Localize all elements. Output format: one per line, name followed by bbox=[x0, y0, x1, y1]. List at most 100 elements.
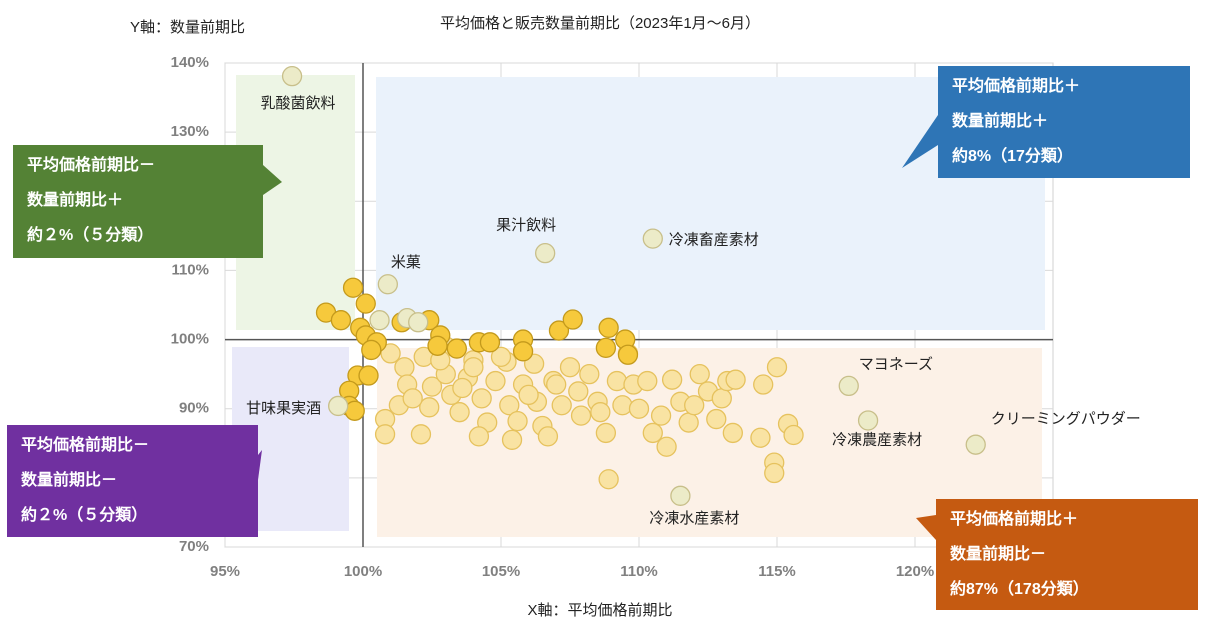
point bbox=[449, 402, 470, 423]
point-label: 冷凍水産素材 bbox=[649, 510, 739, 527]
point bbox=[499, 395, 520, 416]
point bbox=[377, 274, 398, 295]
point bbox=[678, 412, 699, 433]
point bbox=[355, 293, 376, 314]
callout-text: 数量前期比＋ bbox=[952, 111, 1048, 130]
point bbox=[501, 429, 523, 450]
point bbox=[606, 370, 628, 392]
point bbox=[628, 398, 650, 419]
point bbox=[507, 411, 528, 432]
callout-pointer bbox=[902, 115, 938, 168]
y-tick-label: 130% bbox=[171, 123, 209, 140]
callout-text: 約２%（５分類） bbox=[21, 505, 147, 524]
point bbox=[546, 374, 567, 395]
point bbox=[369, 310, 390, 331]
point bbox=[468, 426, 490, 447]
point bbox=[711, 388, 732, 409]
callout-text: 平均価格前期比－ bbox=[21, 435, 149, 454]
point bbox=[568, 381, 589, 402]
point bbox=[402, 388, 423, 409]
x-tick-label: 110% bbox=[620, 563, 658, 580]
point bbox=[764, 462, 785, 484]
region-upper-right bbox=[376, 77, 1045, 330]
point bbox=[590, 402, 611, 423]
point bbox=[408, 312, 429, 333]
x-tick-label: 120% bbox=[896, 563, 934, 580]
point bbox=[328, 395, 349, 417]
point bbox=[361, 339, 382, 361]
x-tick-label: 105% bbox=[482, 563, 520, 580]
point bbox=[965, 434, 986, 455]
point bbox=[783, 424, 804, 446]
point bbox=[535, 242, 556, 264]
point bbox=[537, 426, 559, 447]
callouts: 平均価格前期比－ 数量前期比＋ 約２%（５分類） 平均価格前期比＋ 数量前期比＋ 約8%（… bbox=[7, 66, 1198, 610]
point bbox=[750, 427, 771, 448]
y-tick-label: 90% bbox=[179, 400, 209, 417]
point bbox=[612, 395, 633, 416]
callout-box bbox=[938, 66, 1190, 178]
callout-text: 約8%（17分類） bbox=[952, 146, 1073, 165]
point bbox=[838, 375, 859, 397]
point bbox=[394, 357, 415, 378]
point-label: 甘味果実酒 bbox=[246, 400, 321, 417]
point bbox=[548, 320, 570, 341]
point bbox=[598, 317, 619, 338]
point bbox=[642, 228, 663, 249]
point bbox=[410, 424, 432, 445]
point-label: 果汁飲料 bbox=[496, 217, 556, 234]
point bbox=[479, 332, 501, 353]
x-tick-label: 115% bbox=[758, 563, 796, 580]
point-label: 乳酸菌飲料 bbox=[261, 95, 336, 112]
y-tick-label: 140% bbox=[171, 54, 209, 71]
y-axis-title: Y軸：数量前期比 bbox=[130, 19, 245, 36]
point-label: 冷凍畜産素材 bbox=[669, 232, 759, 249]
point bbox=[446, 338, 467, 359]
point bbox=[281, 65, 303, 87]
point bbox=[642, 422, 663, 444]
point bbox=[551, 395, 572, 416]
point bbox=[358, 365, 379, 386]
point bbox=[722, 422, 743, 444]
point bbox=[421, 376, 443, 397]
point bbox=[725, 369, 746, 390]
callout-text: 平均価格前期比＋ bbox=[950, 509, 1078, 528]
point bbox=[490, 346, 512, 368]
callout-box bbox=[7, 425, 258, 537]
point bbox=[595, 422, 617, 444]
x-tick-label: 100% bbox=[344, 563, 382, 580]
point bbox=[342, 277, 364, 298]
y-tick-label: 110% bbox=[171, 261, 209, 278]
point bbox=[595, 337, 617, 359]
point bbox=[471, 388, 492, 409]
chart-title: 平均価格と販売数量前期比（2023年1月～6月） bbox=[440, 15, 760, 32]
callout-pointer bbox=[916, 515, 936, 540]
point bbox=[419, 397, 440, 418]
point-label: 米菓 bbox=[391, 254, 421, 271]
callout-text: 平均価格前期比＋ bbox=[952, 76, 1080, 95]
point-label: マヨネーズ bbox=[859, 356, 933, 373]
callout-pointer bbox=[263, 165, 282, 195]
point bbox=[650, 405, 672, 426]
point bbox=[689, 363, 710, 385]
point bbox=[452, 377, 473, 399]
x-tick-label: 95% bbox=[210, 563, 240, 580]
point bbox=[857, 410, 879, 431]
point bbox=[562, 309, 583, 330]
y-tick-label: 100% bbox=[171, 331, 209, 348]
point bbox=[380, 343, 401, 364]
point bbox=[766, 357, 788, 378]
callout-box bbox=[936, 499, 1198, 610]
point bbox=[684, 395, 705, 416]
point bbox=[661, 369, 683, 390]
point bbox=[559, 357, 581, 378]
point bbox=[656, 436, 677, 457]
point bbox=[427, 335, 448, 356]
callout-text: 約87%（178分類） bbox=[950, 579, 1089, 598]
point bbox=[330, 310, 352, 331]
point bbox=[463, 357, 484, 378]
callout-text: 数量前期比－ bbox=[950, 544, 1046, 563]
axes: 95%100%105%110%115%120%70%80%90%100%110%… bbox=[171, 54, 1053, 580]
